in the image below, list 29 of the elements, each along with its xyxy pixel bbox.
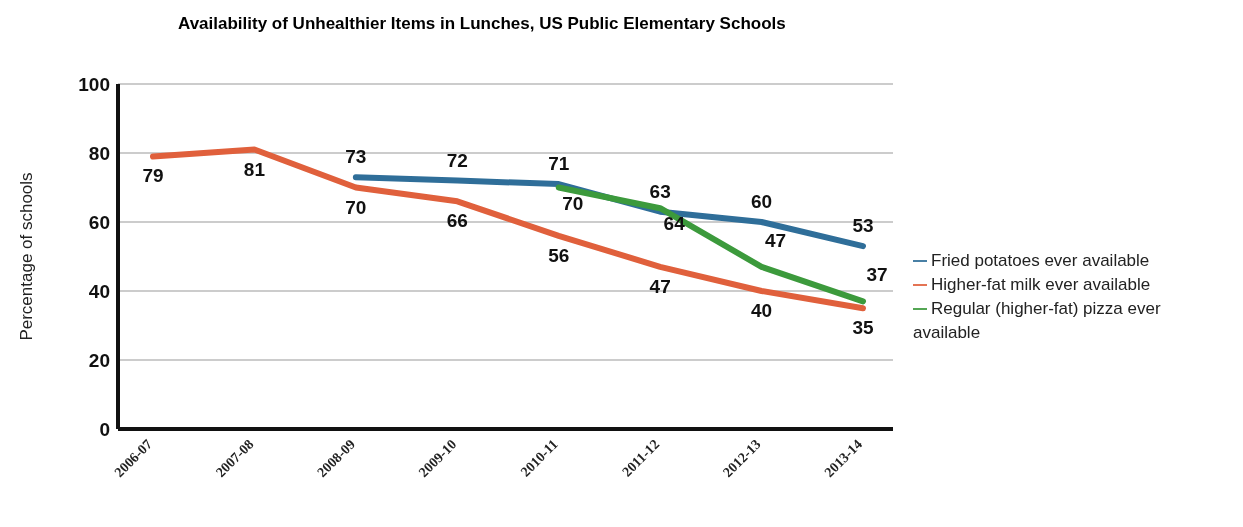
y-tick-label: 100 xyxy=(78,73,110,95)
y-tick-label: 60 xyxy=(88,211,110,233)
y-tick-label: 0 xyxy=(99,418,110,440)
data-label: 35 xyxy=(852,317,874,339)
data-label: 37 xyxy=(866,264,888,286)
data-label: 53 xyxy=(852,215,874,237)
data-label: 72 xyxy=(446,149,468,171)
chart-title: Availability of Unhealthier Items in Lunches, US Public Elementary Schools xyxy=(177,13,787,35)
data-label: 71 xyxy=(548,153,570,175)
legend-label: Regular (higher-fat) pizza ever available xyxy=(913,298,1161,342)
data-label: 47 xyxy=(649,275,671,297)
data-label: 73 xyxy=(345,146,367,168)
y-axis-title: Percentage of schools xyxy=(17,172,37,341)
data-label: 70 xyxy=(562,192,584,214)
data-label: 63 xyxy=(649,180,671,202)
y-tick-label: 80 xyxy=(88,142,110,164)
data-label: 66 xyxy=(446,210,468,232)
data-label: 81 xyxy=(243,158,266,180)
data-label: 40 xyxy=(751,300,773,321)
y-tick-label: 20 xyxy=(88,349,110,371)
legend-label: Higher-fat milk ever available xyxy=(931,274,1151,294)
data-label: 64 xyxy=(663,213,686,235)
data-label: 47 xyxy=(765,229,787,251)
legend-label: Fried potatoes ever available xyxy=(931,250,1150,270)
y-tick-label: 40 xyxy=(88,280,110,302)
data-label: 70 xyxy=(345,196,367,218)
data-label: 60 xyxy=(751,191,773,212)
data-label: 56 xyxy=(548,244,570,266)
data-label: 79 xyxy=(142,165,164,187)
